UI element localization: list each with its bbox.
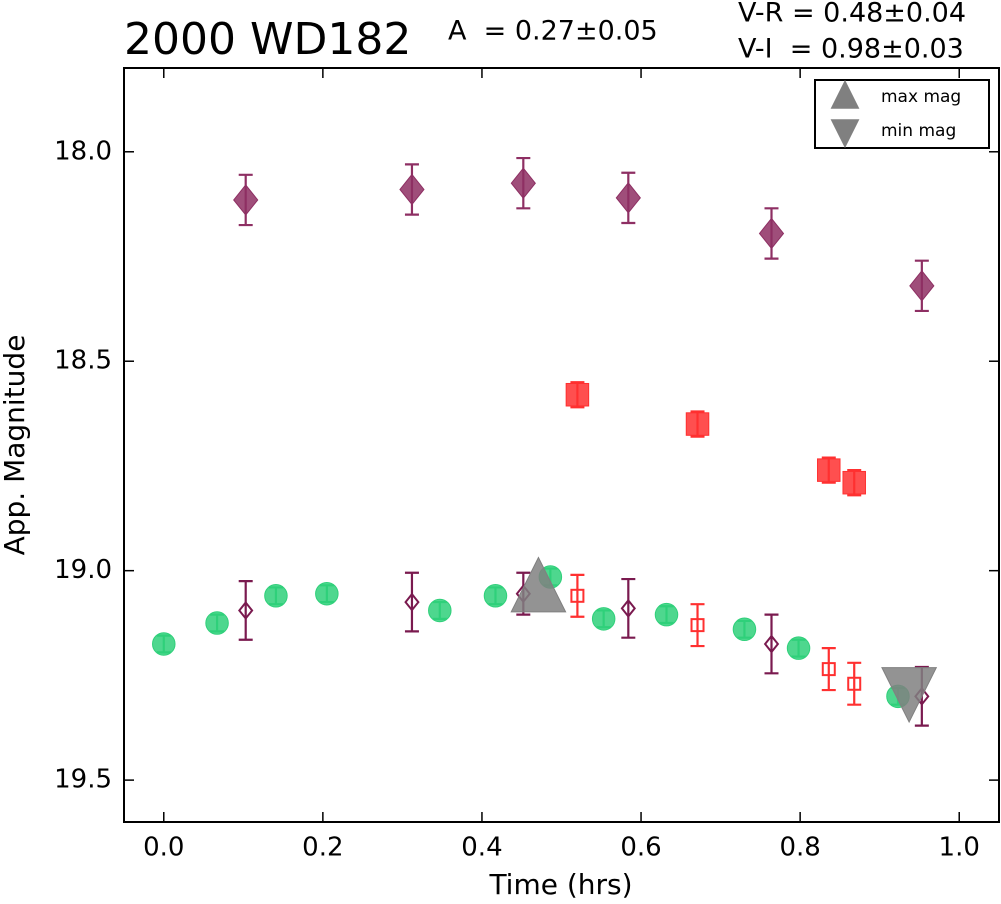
error-bar	[690, 603, 705, 648]
x-tick-label: 1.0	[939, 833, 980, 863]
x-tick-label: 0.6	[620, 833, 661, 863]
marker	[315, 581, 339, 606]
marker	[881, 667, 938, 724]
marker	[591, 607, 616, 631]
error-bar	[238, 580, 253, 641]
marker	[399, 173, 425, 206]
marker	[821, 662, 836, 677]
legend-label: max mag	[881, 87, 961, 107]
marker	[847, 676, 862, 691]
marker	[685, 412, 710, 436]
marker	[565, 382, 590, 407]
marker	[428, 598, 452, 623]
marker	[758, 217, 785, 250]
marker	[483, 584, 508, 608]
marker	[786, 636, 811, 660]
annotation: V-R = 0.48±0.04	[738, 0, 966, 29]
error-bar	[764, 613, 779, 675]
y-axis-label: App. Magnitude	[0, 335, 31, 556]
marker	[690, 618, 705, 633]
x-tick-label: 0.4	[461, 833, 502, 863]
marker	[264, 584, 288, 608]
error-bar	[847, 661, 862, 706]
y-tick-label: 18.5	[54, 346, 112, 376]
chart-title: 2000 WD182	[124, 14, 411, 65]
marker	[654, 602, 679, 627]
plot-frame	[123, 67, 1000, 823]
x-axis-label: Time (hrs)	[488, 868, 632, 901]
annotation: V-I = 0.98±0.03	[738, 34, 964, 65]
marker	[152, 632, 176, 656]
marker	[238, 600, 254, 621]
marker	[732, 617, 757, 642]
marker	[404, 592, 420, 612]
x-tick-label: 0.2	[302, 833, 343, 863]
marker	[817, 458, 841, 482]
x-tick-label: 0.0	[143, 833, 184, 863]
marker	[205, 611, 229, 635]
marker	[510, 167, 536, 199]
marker	[233, 184, 259, 216]
marker	[620, 598, 636, 618]
y-tick-label: 18.0	[54, 136, 112, 166]
x-tick-label: 0.8	[779, 833, 820, 863]
y-tick-label: 19.0	[54, 555, 112, 585]
error-bar	[570, 573, 585, 618]
marker	[842, 470, 866, 495]
legend-marker	[830, 79, 860, 109]
marker	[909, 270, 935, 302]
marker	[763, 634, 780, 654]
legend-label: min mag	[881, 121, 956, 141]
error-bar	[821, 647, 836, 692]
error-bar	[404, 571, 419, 633]
legend-marker	[830, 119, 860, 149]
marker	[615, 182, 641, 214]
marker	[510, 556, 567, 613]
y-tick-label: 19.5	[54, 765, 112, 795]
marker	[570, 588, 585, 603]
error-bar	[621, 577, 636, 639]
annotation: A = 0.27±0.05	[448, 16, 658, 47]
